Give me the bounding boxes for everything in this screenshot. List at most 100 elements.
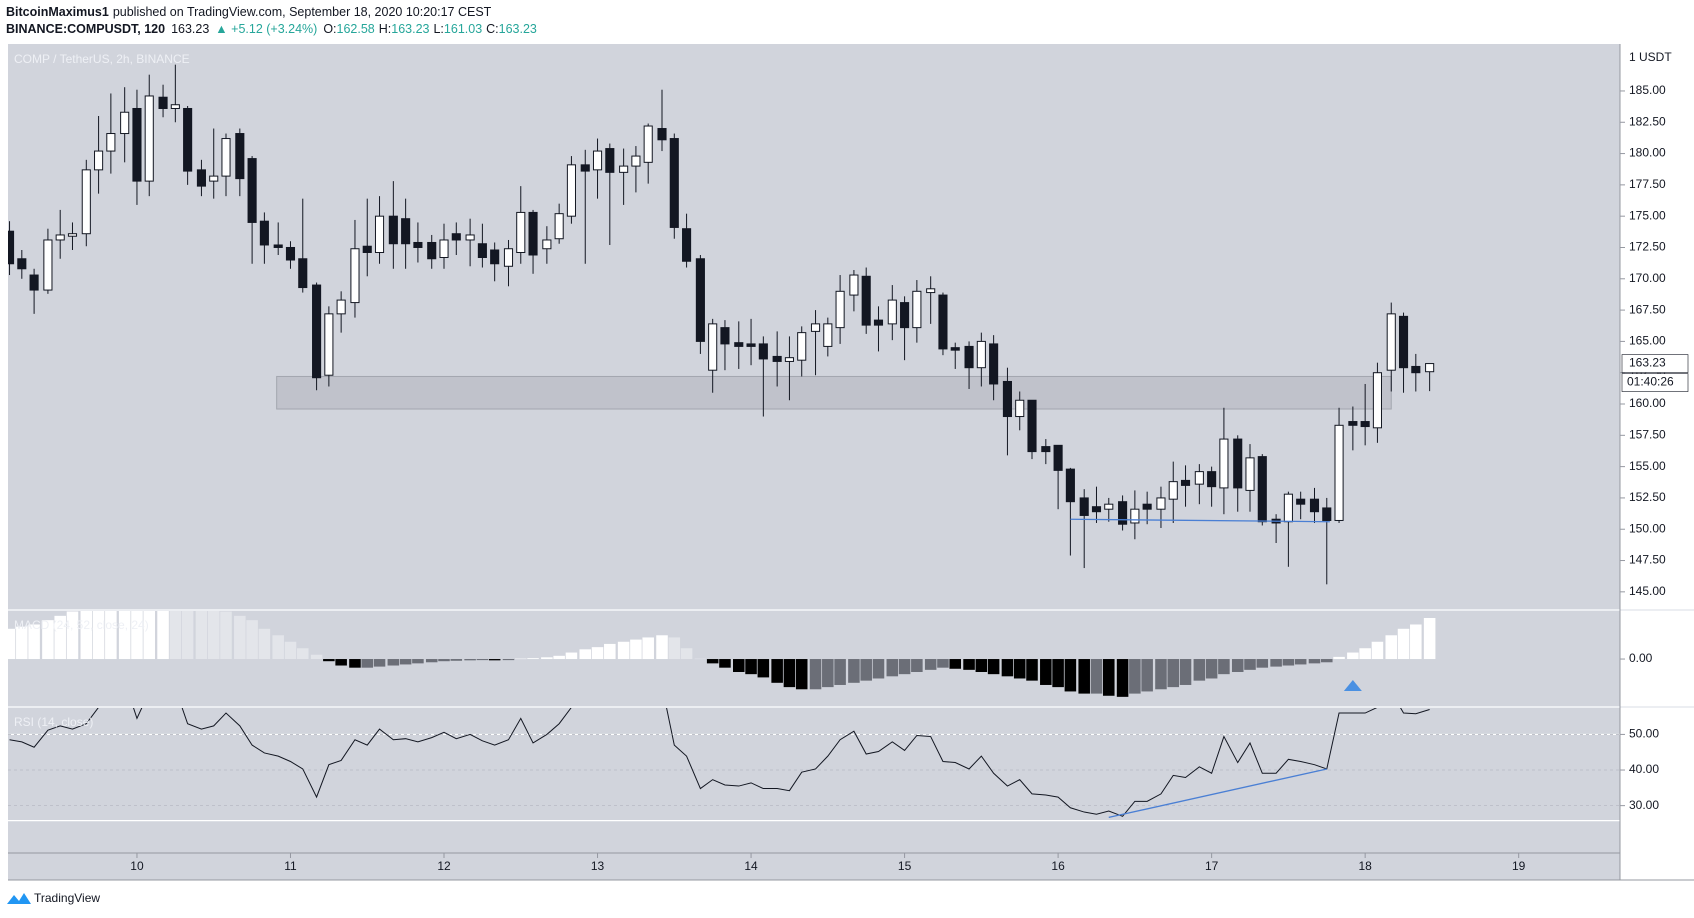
macd-bar	[412, 659, 424, 664]
macd-bar	[553, 655, 565, 660]
x-tick-label: 15	[898, 859, 912, 873]
candle-body	[887, 299, 897, 325]
y-tick-label: 167.50	[1629, 302, 1666, 316]
candle-body	[566, 164, 576, 217]
x-tick-label: 13	[591, 859, 605, 873]
y-tick-label: 50.00	[1629, 727, 1659, 741]
candle-body	[273, 244, 283, 248]
support-zone	[276, 375, 1392, 410]
candle-body	[298, 258, 308, 289]
macd-bar	[604, 643, 616, 660]
macd-bar	[1410, 624, 1422, 660]
candle-body	[29, 274, 39, 291]
pane-label: MACD (24, 52, close, 24)	[14, 618, 149, 632]
logo-icon	[7, 893, 31, 904]
candle-body	[592, 150, 603, 171]
macd-bar	[323, 659, 335, 662]
change: ▲ +5.12 (+3.24%)	[215, 22, 317, 36]
macd-bar	[937, 659, 949, 668]
macd-bar	[373, 659, 386, 667]
macd-bar	[860, 659, 872, 681]
macd-bar	[656, 635, 668, 660]
candle-body	[605, 148, 615, 173]
macd-bar	[848, 659, 860, 683]
candle-body	[8, 230, 15, 265]
candle-body	[643, 125, 653, 163]
candle-body	[1219, 438, 1229, 489]
candle-body	[362, 245, 372, 253]
macd-bar	[92, 610, 105, 660]
macd-bar	[694, 658, 707, 660]
macd-bar	[949, 659, 962, 669]
candle-body	[682, 228, 692, 262]
macd-bar	[924, 659, 937, 670]
macd-bar	[310, 654, 323, 660]
plot-area	[8, 44, 1620, 880]
macd-bar	[745, 659, 757, 675]
candle-body	[772, 355, 782, 362]
macd-bar	[1129, 659, 1141, 694]
candle-body	[132, 107, 142, 182]
macd-bar	[296, 648, 309, 660]
macd-bar	[1294, 659, 1307, 665]
macd-bar	[131, 610, 143, 660]
macd-bar	[66, 611, 79, 660]
candle-body	[1041, 446, 1051, 453]
x-tick-label: 19	[1512, 859, 1526, 873]
last-price: 163.23	[1629, 356, 1666, 370]
macd-bar	[963, 659, 975, 670]
macd-bar	[1244, 659, 1256, 670]
candle-body	[427, 241, 437, 260]
price: 163.23	[171, 22, 209, 36]
macd-bar	[680, 648, 693, 660]
candle-body	[631, 155, 641, 167]
macd-bar	[1179, 659, 1192, 685]
candle-body	[1142, 503, 1152, 510]
ohlc-value: 163.23	[391, 22, 429, 36]
macd-bar	[284, 641, 297, 660]
candle-body	[861, 275, 871, 326]
candle-body	[43, 239, 53, 291]
candle-body	[1398, 315, 1409, 369]
candle-body	[810, 323, 821, 332]
macd-bar	[438, 659, 450, 662]
macd-bar	[527, 658, 539, 660]
ohlc-label: H:	[379, 22, 392, 36]
macd-bar	[1052, 659, 1064, 688]
macd-bar	[488, 659, 501, 661]
candle-body	[708, 323, 718, 371]
ohlc-value: 161.03	[444, 22, 482, 36]
macd-bar	[898, 659, 911, 675]
candle-body	[170, 104, 180, 109]
macd-bar	[1333, 656, 1345, 660]
candle-body	[950, 347, 960, 351]
candle-body	[196, 169, 206, 187]
macd-bar	[1040, 659, 1052, 685]
candle-body	[516, 211, 526, 253]
candle-body	[938, 294, 948, 350]
candle-body	[1180, 479, 1191, 486]
macd-bar	[169, 610, 182, 660]
y-tick-label: 182.50	[1629, 114, 1666, 128]
x-tick-label: 14	[744, 859, 758, 873]
macd-bar	[207, 610, 220, 660]
candle-body	[1002, 380, 1012, 418]
macd-bar	[220, 611, 232, 660]
candle-body	[1425, 363, 1435, 373]
candle-body	[55, 234, 65, 241]
macd-bar	[54, 615, 66, 660]
candle-body	[1207, 471, 1217, 488]
macd-bar	[1141, 659, 1153, 692]
candle-body	[1168, 481, 1178, 500]
candle-body	[374, 215, 385, 253]
ohlc-value: 162.58	[337, 22, 375, 36]
y-tick-label: 160.00	[1629, 396, 1666, 410]
candle-body	[1194, 471, 1204, 485]
symbol: BINANCE:COMPUSDT, 120	[6, 22, 165, 36]
ohlc-value: 163.23	[499, 22, 537, 36]
trendline	[1108, 768, 1327, 819]
rsi-pane	[8, 707, 1620, 822]
candle-body	[413, 241, 423, 248]
macd-bar	[1320, 659, 1333, 663]
x-tick-label: 16	[1051, 859, 1065, 873]
